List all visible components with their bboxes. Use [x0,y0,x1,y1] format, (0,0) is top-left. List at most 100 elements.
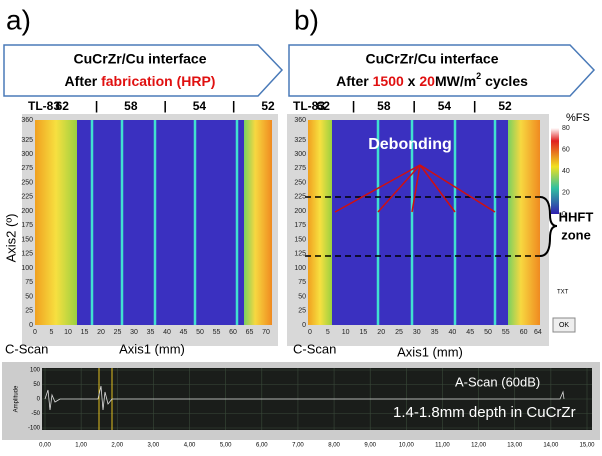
y-tick-label: 0 [37,397,41,403]
x-tick-label: 6,00 [256,443,268,449]
banner-text: CuCrZr/Cu interface [365,51,498,67]
button-label[interactable]: OK [559,322,569,329]
x-tick-label: 10 [64,329,72,336]
panel-label: a) [6,4,31,35]
y-tick-label: 200 [294,208,306,215]
x-tick-label: 40 [163,329,171,336]
banner-text: After fabrication (HRP) [65,73,216,89]
tube-label: 62 [56,99,70,113]
scan-band [308,120,332,325]
x-tick-label: 50 [484,329,492,336]
y-tick-label: 100 [21,265,33,272]
x-tick-label: 9,00 [364,443,376,449]
banner-text: CuCrZr/Cu interface [73,51,206,67]
axis-title: Amplitude [14,385,20,412]
y-tick-label: 300 [294,151,306,158]
x-tick-label: 15 [81,329,89,336]
colorbar [551,128,559,214]
tube-label: | [95,99,98,113]
y-tick-label: 125 [21,251,33,258]
x-tick-label: 55 [502,329,510,336]
x-tick-label: 15 [360,329,368,336]
y-tick-label: 50 [298,293,306,300]
button-caption: TXT [557,290,569,296]
zone-label: HHFT [559,209,594,224]
scan-label: C-Scan [5,341,48,356]
x-tick-label: 35 [147,329,155,336]
y-tick-label: 50 [25,293,33,300]
x-tick-label: 10 [342,329,350,336]
y-tick-label: 275 [294,165,306,172]
tube-label: | [352,99,355,113]
axis-title: Axis2 (º) [3,214,18,263]
y-tick-label: -50 [31,411,40,417]
tube-label: 58 [377,99,391,113]
tube-label: 58 [124,99,138,113]
y-tick-label: 300 [21,151,33,158]
x-tick-label: 12,00 [471,443,487,449]
y-tick-label: 100 [30,368,41,374]
banner [288,44,596,97]
y-tick-label: 250 [21,179,33,186]
x-tick-label: 0,00 [39,443,51,449]
x-tick-label: 20 [377,329,385,336]
x-tick-label: 65 [246,329,254,336]
scan-image [308,120,540,325]
y-tick-label: -100 [28,426,41,432]
scan-band [508,120,540,325]
x-tick-label: 4,00 [184,443,196,449]
x-tick-label: 60 [229,329,237,336]
x-tick-label: 25 [395,329,403,336]
tube-label: TL-83 [28,99,60,113]
y-tick-label: 175 [21,222,33,229]
x-tick-label: 60 [520,329,528,336]
y-tick-label: 75 [25,279,33,286]
x-tick-label: 0 [308,329,312,336]
y-tick-label: 360 [294,117,306,124]
x-tick-label: 5,00 [220,443,232,449]
x-tick-label: 40 [449,329,457,336]
scan-band [35,120,77,325]
x-tick-label: 10,00 [399,443,415,449]
arrow [334,164,496,213]
y-tick-label: 225 [294,194,306,201]
y-tick-label: 200 [21,208,33,215]
colorbar-tick: 80 [562,125,570,132]
x-tick-label: 7,00 [292,443,304,449]
y-tick-label: 275 [21,165,33,172]
x-tick-label: 45 [466,329,474,336]
x-tick-label: 8,00 [328,443,340,449]
x-tick-label: 1,00 [75,443,87,449]
tube-label: 52 [498,99,512,113]
x-tick-label: 55 [213,329,221,336]
x-tick-label: 13,00 [507,443,523,449]
annotation: Debonding [368,136,452,153]
x-tick-label: 5 [50,329,54,336]
scan-band [244,120,272,325]
x-tick-label: 64 [534,329,542,336]
x-tick-label: 45 [180,329,188,336]
x-tick-label: 20 [97,329,105,336]
banner [3,44,284,97]
y-tick-label: 50 [33,382,40,388]
x-tick-label: 11,00 [435,443,450,449]
button[interactable] [552,317,576,333]
colorbar-title: %FS [566,112,590,124]
y-tick-label: 0 [29,322,33,329]
tube-label: 52 [261,99,275,113]
y-tick-label: 125 [294,251,306,258]
zone-line [305,196,545,257]
x-tick-label: 3,00 [148,443,160,449]
scan-label: C-Scan [293,341,336,356]
colorbar-tick: 0 [562,211,566,218]
y-tick-label: 360 [21,117,33,124]
tube-label: 62 [317,99,331,113]
banner-text: After 1500 x 20MW/m2 cycles [336,71,528,88]
y-tick-label: 25 [25,308,33,315]
axis-title: Axis1 (mm) [397,344,463,359]
y-tick-label: 75 [298,279,306,286]
scan-lines [376,120,497,325]
tube-label: | [412,99,415,113]
x-tick-label: 50 [196,329,204,336]
